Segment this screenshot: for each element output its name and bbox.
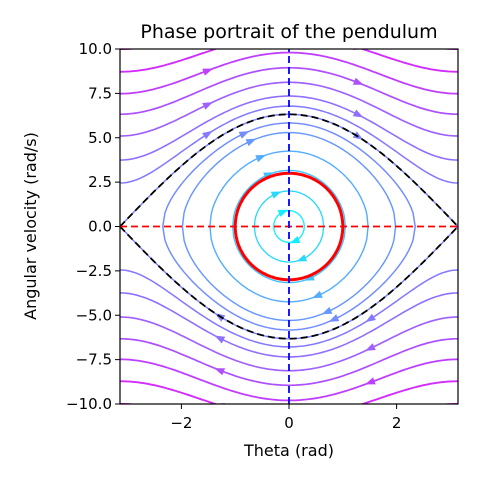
y-tick-label: −10.0 [66,395,112,413]
y-tick-label: −2.5 [76,262,112,280]
streamline-arrow [270,191,282,199]
separatrix-curve [120,113,458,228]
streamline-arrow [312,290,323,299]
streamline [120,337,458,387]
streamline [120,51,458,95]
streamline-arrow [255,154,266,163]
streamline-arrow [321,306,333,315]
streamline-arrow [365,313,376,323]
x-tick-label: −2 [170,414,192,432]
streamline-arrow [214,368,226,376]
y-tick-label: −7.5 [76,351,112,369]
streamline-arrow [365,343,376,351]
streamline-arrow [296,254,308,262]
streamline-arrow [245,138,257,147]
y-tick-label: 2.5 [88,173,112,191]
streamline-arrow [214,335,226,344]
streamline [120,49,458,73]
streamline-arrow [352,77,364,85]
streamline-arrow [328,314,340,322]
streamline [120,95,458,161]
y-axis-label: Angular velocity (rad/s) [21,132,40,320]
x-axis-label: Theta (rad) [243,441,334,460]
streamline-arrow [202,130,213,140]
x-tick-label: 0 [284,414,294,432]
streamline-arrow [202,102,213,110]
y-axis-ticks: −10.0 −7.5 −5.0 −2.5 0.0 2.5 5.0 7.5 10.0 [66,40,120,413]
streamline-arrow [365,377,376,385]
y-tick-label: 7.5 [88,84,112,102]
separatrix-curve [120,225,458,340]
streamline-arrow [352,109,364,118]
overlay-curves [120,49,458,404]
x-axis-ticks: −2 0 2 [170,404,401,432]
y-tick-label: −5.0 [76,306,112,324]
x-tick-label: 2 [392,414,402,432]
y-tick-label: 5.0 [88,129,112,147]
streamline-arrow [238,131,250,139]
streamline-arrow [202,68,213,76]
streamline [120,380,458,404]
streamline-arrow [277,209,289,217]
chart-title: Phase portrait of the pendulum [140,21,437,43]
y-tick-label: 10.0 [79,40,112,58]
y-tick-label: 0.0 [88,218,112,236]
streamline-arrow [289,236,301,244]
